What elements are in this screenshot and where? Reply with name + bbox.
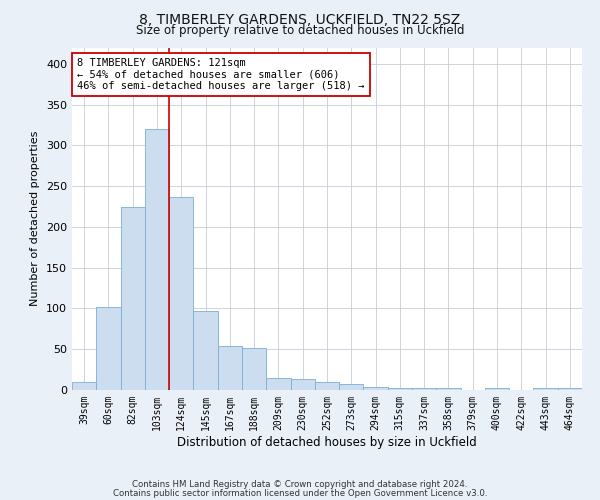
Bar bbox=[558, 388, 582, 390]
Bar bbox=[315, 382, 339, 390]
Y-axis label: Number of detached properties: Number of detached properties bbox=[31, 131, 40, 306]
Text: Size of property relative to detached houses in Uckfield: Size of property relative to detached ho… bbox=[136, 24, 464, 37]
Bar bbox=[242, 348, 266, 390]
Bar bbox=[339, 384, 364, 390]
Bar bbox=[485, 388, 509, 390]
Bar bbox=[412, 388, 436, 390]
Bar bbox=[533, 388, 558, 390]
Text: Contains HM Land Registry data © Crown copyright and database right 2024.: Contains HM Land Registry data © Crown c… bbox=[132, 480, 468, 489]
Bar bbox=[121, 208, 145, 390]
Bar bbox=[193, 311, 218, 390]
Bar bbox=[218, 346, 242, 390]
Bar bbox=[388, 388, 412, 390]
Bar bbox=[266, 378, 290, 390]
Bar bbox=[145, 129, 169, 390]
Text: 8, TIMBERLEY GARDENS, UCKFIELD, TN22 5SZ: 8, TIMBERLEY GARDENS, UCKFIELD, TN22 5SZ bbox=[139, 12, 461, 26]
Bar bbox=[290, 380, 315, 390]
Text: Contains public sector information licensed under the Open Government Licence v3: Contains public sector information licen… bbox=[113, 489, 487, 498]
Bar bbox=[364, 386, 388, 390]
Bar bbox=[436, 388, 461, 390]
Bar bbox=[169, 196, 193, 390]
Bar bbox=[96, 307, 121, 390]
X-axis label: Distribution of detached houses by size in Uckfield: Distribution of detached houses by size … bbox=[177, 436, 477, 448]
Bar bbox=[72, 382, 96, 390]
Text: 8 TIMBERLEY GARDENS: 121sqm
← 54% of detached houses are smaller (606)
46% of se: 8 TIMBERLEY GARDENS: 121sqm ← 54% of det… bbox=[77, 58, 365, 91]
